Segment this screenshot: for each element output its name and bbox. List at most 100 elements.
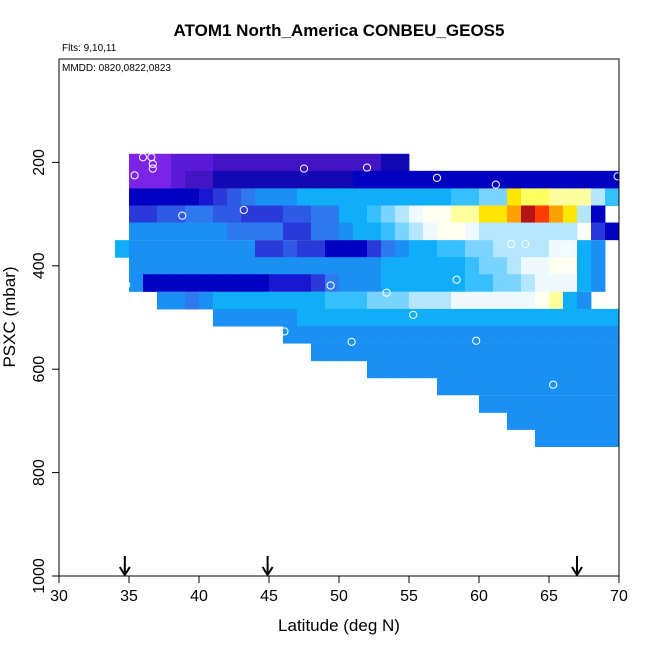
heatmap-cell bbox=[591, 395, 606, 413]
heatmap-cell bbox=[283, 222, 298, 241]
heatmap-cell bbox=[423, 257, 438, 275]
heatmap-cell bbox=[269, 308, 284, 327]
arrow-head bbox=[261, 566, 274, 577]
down-arrow bbox=[261, 556, 274, 577]
heatmap-cell bbox=[283, 325, 298, 344]
heatmap-cell bbox=[171, 240, 186, 258]
heatmap-cell bbox=[353, 188, 368, 207]
heatmap-cell bbox=[283, 274, 298, 292]
data-point bbox=[138, 153, 148, 162]
heatmap-cell bbox=[325, 240, 340, 258]
heatmap-cell bbox=[297, 240, 312, 258]
heatmap-cell bbox=[423, 240, 438, 258]
heatmap-cell bbox=[227, 274, 242, 292]
heatmap-cell bbox=[605, 377, 620, 396]
heatmap-cell bbox=[297, 325, 312, 344]
heatmap-cell bbox=[563, 377, 578, 396]
heatmap-cell bbox=[185, 291, 200, 310]
heatmap-cell bbox=[521, 205, 536, 224]
heatmap-cell bbox=[367, 170, 382, 189]
heatmap-cell bbox=[549, 205, 564, 224]
heatmap-cell bbox=[213, 170, 228, 189]
data-point bbox=[299, 164, 309, 173]
heatmap-cell bbox=[241, 153, 256, 172]
heatmap-cell bbox=[535, 205, 550, 224]
heatmap-cell bbox=[325, 291, 340, 310]
heatmap-cell bbox=[507, 360, 522, 379]
heatmap-cell bbox=[605, 188, 620, 207]
heatmap-cell bbox=[479, 377, 494, 396]
heatmap-cell bbox=[171, 274, 186, 292]
heatmap-cell bbox=[297, 291, 312, 310]
heatmap-cell bbox=[591, 188, 606, 207]
heatmap-cell bbox=[395, 360, 410, 379]
heatmap-cell bbox=[311, 291, 326, 310]
heatmap-cell bbox=[143, 170, 158, 189]
heatmap-cell bbox=[171, 257, 186, 275]
heatmap-cell bbox=[507, 274, 522, 292]
heatmap-cell bbox=[395, 240, 410, 258]
x-tick-label: 45 bbox=[260, 588, 278, 605]
heatmap-cell bbox=[451, 170, 466, 189]
heatmap-cell bbox=[549, 222, 564, 241]
heatmap-cell bbox=[535, 395, 550, 413]
mmdd-annotation: MMDD: 0820,0822,0823 bbox=[62, 63, 171, 74]
heatmap-cell bbox=[535, 343, 550, 362]
heatmap-cell bbox=[381, 308, 396, 327]
heatmap-cell bbox=[423, 205, 438, 224]
heatmap-cell bbox=[199, 291, 214, 310]
heatmap-cell bbox=[339, 240, 354, 258]
heatmap-cell bbox=[199, 188, 214, 207]
heatmap-cell bbox=[311, 153, 326, 172]
heatmap-cell bbox=[577, 188, 592, 207]
heatmap-cell bbox=[535, 291, 550, 310]
heatmap-cell bbox=[465, 325, 480, 344]
heatmap-cell bbox=[521, 343, 536, 362]
heatmap-cell bbox=[591, 274, 606, 292]
heatmap-cell bbox=[479, 274, 494, 292]
heatmap-cell bbox=[129, 222, 144, 241]
heatmap-cell bbox=[493, 205, 508, 224]
heatmap-cell bbox=[451, 188, 466, 207]
heatmap-cell bbox=[129, 170, 144, 189]
heatmap-cell bbox=[549, 240, 564, 258]
heatmap-cell bbox=[213, 274, 228, 292]
heatmap-cell bbox=[395, 274, 410, 292]
heatmap-cell bbox=[129, 274, 144, 292]
heatmap-cell bbox=[591, 343, 606, 362]
data-point bbox=[122, 280, 131, 290]
heatmap-cell bbox=[255, 205, 270, 224]
heatmap-cell bbox=[409, 274, 424, 292]
heatmap-cell bbox=[283, 291, 298, 310]
heatmap-cell bbox=[367, 291, 382, 310]
heatmap-cell bbox=[367, 360, 382, 379]
heatmap-cell bbox=[227, 308, 242, 327]
heatmap-cell bbox=[507, 325, 522, 344]
heatmap-cell bbox=[507, 257, 522, 275]
heatmap-cell bbox=[549, 188, 564, 207]
heatmap-cell bbox=[423, 343, 438, 362]
heatmap-cell bbox=[535, 412, 550, 430]
heatmap-cell bbox=[395, 325, 410, 344]
heatmap-cell bbox=[437, 308, 452, 327]
heatmap-cell bbox=[549, 170, 564, 189]
heatmap-cell bbox=[297, 170, 312, 189]
heatmap-cell bbox=[255, 222, 270, 241]
x-tick-label: 30 bbox=[50, 588, 68, 605]
heatmap-cell bbox=[381, 222, 396, 241]
heatmap-cell bbox=[199, 170, 214, 189]
heatmap-cell bbox=[437, 360, 452, 379]
heatmap-cell bbox=[577, 343, 592, 362]
data-point bbox=[613, 172, 622, 181]
heatmap-cell bbox=[381, 257, 396, 275]
heatmap-cell bbox=[605, 325, 620, 344]
data-point bbox=[472, 336, 481, 345]
heatmap-cell bbox=[325, 308, 340, 327]
heatmap-cell bbox=[325, 257, 340, 275]
heatmap-cell bbox=[605, 170, 620, 189]
heatmap-cell bbox=[143, 205, 158, 224]
x-axis-label: Latitude (deg N) bbox=[278, 616, 400, 635]
heatmap-cell bbox=[605, 429, 620, 447]
heatmap-cell bbox=[115, 240, 130, 258]
data-point bbox=[178, 211, 187, 220]
